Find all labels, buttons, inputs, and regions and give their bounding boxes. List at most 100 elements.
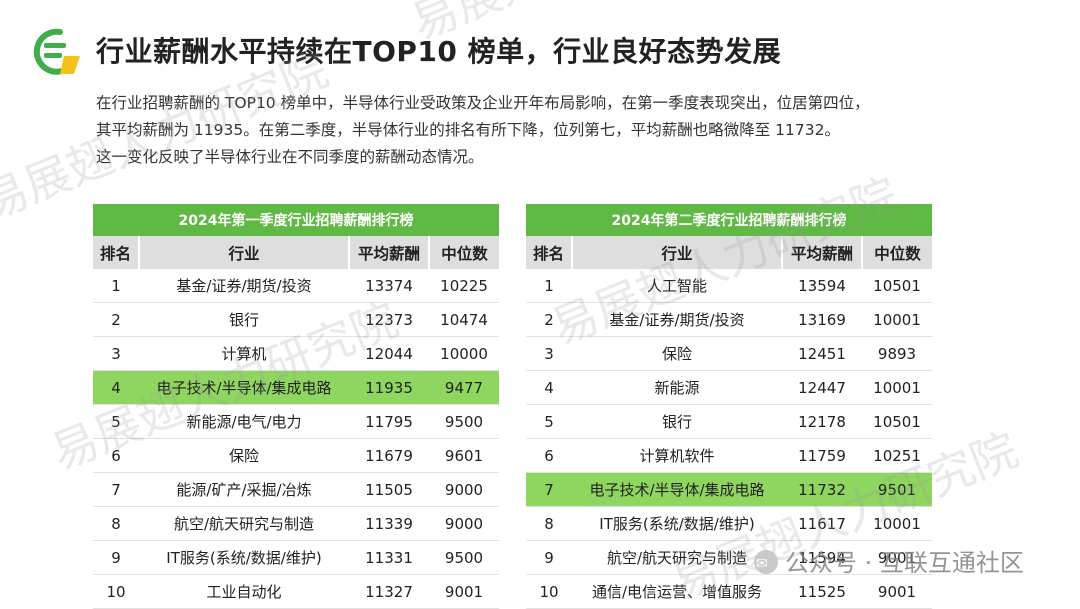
cell-industry: 人工智能 — [572, 269, 782, 303]
column-header-avg-salary: 平均薪酬 — [781, 236, 862, 269]
table-row: 8 IT服务(系统/数据/维护) 11617 10001 — [526, 506, 933, 541]
cell-median: 9001 — [862, 574, 933, 609]
table-row: 1 人工智能 13594 10501 — [526, 269, 933, 303]
column-header-rank: 排名 — [526, 236, 572, 269]
cell-median: 9000 — [429, 506, 500, 541]
cell-median: 9501 — [862, 472, 933, 507]
table-row-highlighted: 4 电子技术/半导体/集成电路 11935 9477 — [93, 370, 500, 405]
cell-industry: 银行 — [572, 404, 782, 439]
cell-avg-salary: 11759 — [782, 438, 862, 473]
table-row: 3 计算机 12044 10000 — [93, 336, 500, 371]
intro-line: 这一变化反映了半导体行业在不同季度的薪酬动态情况。 — [96, 148, 484, 166]
cell-avg-salary: 12447 — [782, 370, 862, 405]
cell-avg-salary: 12451 — [782, 336, 862, 371]
cell-rank: 1 — [93, 269, 139, 303]
cell-median: 10225 — [429, 269, 500, 303]
cell-avg-salary: 11617 — [782, 506, 862, 541]
cell-industry: 保险 — [139, 438, 349, 473]
cell-rank: 4 — [526, 370, 572, 405]
cell-industry: 计算机软件 — [572, 438, 782, 473]
cell-industry: 基金/证券/期货/投资 — [572, 302, 782, 337]
cell-rank: 9 — [93, 540, 139, 575]
cell-industry: 航空/航天研究与制造 — [572, 540, 782, 575]
cell-avg-salary: 11732 — [782, 472, 862, 507]
cell-avg-salary: 13169 — [782, 302, 862, 337]
column-header-avg-salary: 平均薪酬 — [348, 236, 429, 269]
cell-median: 9500 — [429, 540, 500, 575]
table-row: 9 IT服务(系统/数据/维护) 11331 9500 — [93, 540, 500, 575]
cell-rank: 7 — [93, 472, 139, 507]
cell-median: 9601 — [429, 438, 500, 473]
table-body: 1 基金/证券/期货/投资 13374 10225 2 银行 12373 10474 3 计算机 1… — [93, 269, 500, 609]
table-caption: 2024年第二季度行业招聘薪酬排行榜 — [526, 204, 933, 236]
cell-avg-salary: 11795 — [349, 404, 429, 439]
cell-median: 10001 — [862, 506, 933, 541]
cell-industry: IT服务(系统/数据/维护) — [139, 540, 349, 575]
table-row-highlighted: 7 电子技术/半导体/集成电路 11732 9501 — [526, 472, 933, 507]
cell-median: 10001 — [862, 370, 933, 405]
cell-rank: 3 — [526, 336, 572, 371]
cell-industry: 航空/航天研究与制造 — [139, 506, 349, 541]
cell-median: 9001 — [429, 574, 500, 609]
cell-industry: 电子技术/半导体/集成电路 — [572, 472, 782, 507]
table-row: 7 能源/矿产/采掘/冶炼 11505 9000 — [93, 472, 500, 507]
cell-rank: 8 — [93, 506, 139, 541]
cell-industry: 通信/电信运营、增值服务 — [572, 574, 782, 609]
cell-median: 9000 — [429, 472, 500, 507]
q1-salary-ranking-table: 2024年第一季度行业招聘薪酬排行榜 排名 行业 平均薪酬 中位数 1 基金/证券… — [93, 204, 500, 609]
cell-industry: 新能源 — [572, 370, 782, 405]
table-row: 5 银行 12178 10501 — [526, 404, 933, 439]
table-row: 10 工业自动化 11327 9001 — [93, 574, 500, 609]
cell-rank: 4 — [93, 370, 139, 405]
table-row: 10 通信/电信运营、增值服务 11525 9001 — [526, 574, 933, 609]
cell-median: 9477 — [429, 370, 500, 405]
table-row: 9 航空/航天研究与制造 11594 9001 — [526, 540, 933, 575]
cell-avg-salary: 11679 — [349, 438, 429, 473]
cell-rank: 2 — [93, 302, 139, 337]
cell-avg-salary: 11339 — [349, 506, 429, 541]
cell-rank: 6 — [93, 438, 139, 473]
page-title: 行业薪酬水平持续在TOP10 榜单，行业良好态势发展 — [96, 35, 782, 68]
table-row: 5 新能源/电气/电力 11795 9500 — [93, 404, 500, 439]
table-caption: 2024年第一季度行业招聘薪酬排行榜 — [93, 204, 500, 236]
cell-median: 9893 — [862, 336, 933, 371]
cell-avg-salary: 12044 — [349, 336, 429, 371]
cell-median: 10474 — [429, 302, 500, 337]
cell-industry: 工业自动化 — [139, 574, 349, 609]
column-header-industry: 行业 — [138, 236, 349, 269]
column-header-median: 中位数 — [427, 236, 500, 269]
cell-industry: IT服务(系统/数据/维护) — [572, 506, 782, 541]
cell-median: 10001 — [862, 302, 933, 337]
q2-salary-ranking-table: 2024年第二季度行业招聘薪酬排行榜 排名 行业 平均薪酬 中位数 1 人工智能 1… — [526, 204, 933, 609]
cell-rank: 7 — [526, 472, 572, 507]
cell-avg-salary: 12373 — [349, 302, 429, 337]
cell-rank: 5 — [93, 404, 139, 439]
cell-avg-salary: 13594 — [782, 269, 862, 303]
cell-avg-salary: 11594 — [782, 540, 862, 575]
table-row: 2 基金/证券/期货/投资 13169 10001 — [526, 302, 933, 337]
cell-industry: 银行 — [139, 302, 349, 337]
column-header-rank: 排名 — [93, 236, 139, 269]
cell-median: 10000 — [429, 336, 500, 371]
cell-industry: 保险 — [572, 336, 782, 371]
cell-rank: 10 — [526, 574, 572, 609]
cell-rank: 6 — [526, 438, 572, 473]
cell-rank: 2 — [526, 302, 572, 337]
cell-median: 9001 — [862, 540, 933, 575]
cell-median: 9500 — [429, 404, 500, 439]
table-row: 3 保险 12451 9893 — [526, 336, 933, 371]
column-header-industry: 行业 — [571, 236, 782, 269]
cell-rank: 3 — [93, 336, 139, 371]
intro-line: 其平均薪酬为 11935。在第二季度，半导体行业的排名有所下降，位列第七，平均薪… — [96, 121, 840, 139]
table-body: 1 人工智能 13594 10501 2 基金/证券/期货/投资 13169 10001 3 保险… — [526, 269, 933, 609]
cell-avg-salary: 11327 — [349, 574, 429, 609]
cell-avg-salary: 11331 — [349, 540, 429, 575]
cell-industry: 能源/矿产/采掘/冶炼 — [139, 472, 349, 507]
brand-logo-icon — [33, 28, 80, 75]
cell-median: 10251 — [862, 438, 933, 473]
table-row: 2 银行 12373 10474 — [93, 302, 500, 337]
cell-avg-salary: 13374 — [349, 269, 429, 303]
intro-line: 在行业招聘薪酬的 TOP10 榜单中，半导体行业受政策及企业开年布局影响，在第一… — [96, 94, 870, 112]
cell-median: 10501 — [862, 404, 933, 439]
table-row: 6 保险 11679 9601 — [93, 438, 500, 473]
